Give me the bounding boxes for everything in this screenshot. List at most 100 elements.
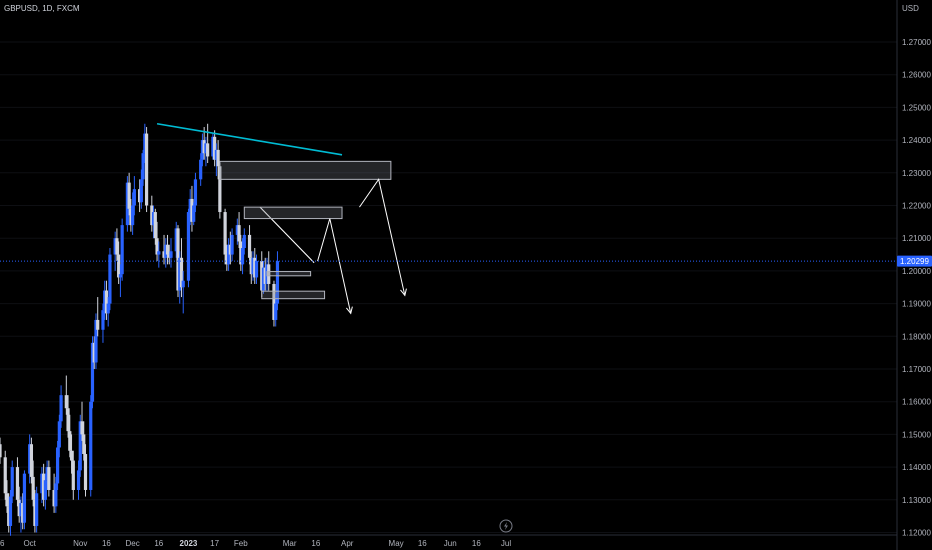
arrowhead bbox=[400, 288, 407, 297]
candle-body bbox=[0, 444, 2, 458]
candle bbox=[76, 460, 81, 500]
candle-body bbox=[223, 212, 227, 255]
time-tick-label: 16 bbox=[102, 539, 111, 548]
candle-body bbox=[33, 499, 37, 526]
candle-body bbox=[206, 143, 210, 157]
candle-body bbox=[101, 310, 105, 330]
candle-body bbox=[242, 234, 246, 249]
time-tick-label: 16 bbox=[154, 539, 163, 548]
price-tick-label: 1.18000 bbox=[902, 332, 931, 341]
candle bbox=[10, 460, 14, 504]
candle bbox=[230, 228, 234, 262]
candle bbox=[71, 450, 75, 500]
candle-body bbox=[167, 254, 171, 258]
time-tick-label: Nov bbox=[73, 539, 87, 548]
candle-body bbox=[165, 244, 170, 255]
candle bbox=[113, 231, 117, 271]
candle bbox=[94, 313, 98, 369]
candle-body bbox=[17, 499, 21, 517]
candle bbox=[82, 421, 86, 461]
drawing-annotations bbox=[156, 122, 407, 315]
supply-demand-zone[interactable] bbox=[219, 160, 392, 180]
candle-body bbox=[5, 493, 9, 507]
supply-demand-zone[interactable] bbox=[243, 206, 343, 220]
candle bbox=[267, 251, 271, 291]
time-tick-label: 2023 bbox=[180, 539, 198, 548]
candle-body bbox=[45, 467, 49, 481]
candle-body bbox=[260, 261, 264, 291]
candle bbox=[150, 195, 154, 232]
projection-path[interactable] bbox=[359, 178, 406, 296]
supply-demand-zone[interactable] bbox=[266, 271, 312, 277]
candle-body bbox=[251, 257, 255, 275]
candle-body bbox=[78, 421, 82, 471]
candle-body bbox=[7, 506, 11, 526]
candle-body bbox=[90, 342, 95, 402]
candle bbox=[155, 221, 159, 262]
candle bbox=[59, 385, 63, 428]
candle bbox=[254, 254, 259, 284]
candle-body bbox=[141, 153, 145, 180]
candle-body bbox=[94, 319, 98, 363]
time-axis[interactable]: 16 Oct Nov 16 Dec 16 2023 17 Feb Mar 16 Apr May 16 Jun… bbox=[0, 539, 511, 548]
candle bbox=[52, 473, 56, 513]
candle-body bbox=[10, 467, 14, 497]
candle bbox=[206, 123, 210, 163]
candle-body bbox=[211, 136, 215, 157]
trendline[interactable] bbox=[259, 206, 315, 264]
candle-body bbox=[237, 225, 241, 242]
trendline[interactable] bbox=[156, 122, 343, 156]
time-tick-label: Jul bbox=[501, 539, 511, 548]
candle bbox=[15, 457, 20, 507]
price-tick-label: 1.26000 bbox=[902, 71, 931, 80]
price-axis[interactable]: 1.27000 1.26000 1.25000 1.24000 1.23000 1.220… bbox=[902, 38, 931, 538]
candle bbox=[165, 234, 170, 265]
time-tick-label: Mar bbox=[283, 539, 297, 548]
candle bbox=[28, 434, 32, 484]
candle bbox=[104, 280, 109, 320]
lightning-icon[interactable] bbox=[499, 519, 513, 533]
candle-body bbox=[150, 205, 154, 226]
price-tick-label: 1.23000 bbox=[902, 169, 931, 178]
candle bbox=[89, 395, 93, 497]
candle-body bbox=[117, 254, 121, 278]
candle bbox=[54, 476, 58, 513]
supply-demand-zone[interactable] bbox=[261, 290, 326, 300]
candle bbox=[7, 493, 11, 533]
candle-body bbox=[40, 473, 44, 494]
candle bbox=[216, 140, 220, 180]
candle-body bbox=[162, 251, 166, 258]
candle bbox=[78, 414, 82, 477]
time-tick-label: Dec bbox=[126, 539, 140, 548]
candle bbox=[131, 192, 135, 235]
candle-body bbox=[179, 257, 184, 288]
candle-series bbox=[0, 123, 280, 536]
projection-path[interactable] bbox=[317, 218, 352, 314]
candle-body bbox=[254, 261, 259, 278]
candle-body bbox=[275, 261, 280, 304]
price-tick-label: 1.19000 bbox=[902, 300, 931, 309]
time-tick-label: Feb bbox=[234, 539, 248, 548]
price-tick-label: 1.14000 bbox=[902, 463, 931, 472]
candle bbox=[0, 437, 2, 464]
candle bbox=[108, 248, 112, 311]
candle-body bbox=[151, 212, 156, 226]
candle-body bbox=[267, 264, 271, 284]
candle-body bbox=[230, 234, 234, 255]
candle bbox=[55, 440, 60, 490]
time-tick-label: Jun bbox=[444, 539, 457, 548]
candle bbox=[117, 241, 121, 284]
candle-body bbox=[59, 395, 63, 422]
candle-body bbox=[104, 290, 109, 314]
candle-body bbox=[76, 470, 81, 490]
time-tick-label: Oct bbox=[23, 539, 36, 548]
candle bbox=[226, 238, 231, 271]
candle bbox=[253, 248, 257, 284]
candle-body bbox=[80, 421, 84, 435]
price-grid bbox=[0, 41, 897, 533]
candle-body bbox=[274, 303, 278, 320]
candle-body bbox=[202, 140, 206, 154]
candle-body bbox=[57, 421, 61, 448]
